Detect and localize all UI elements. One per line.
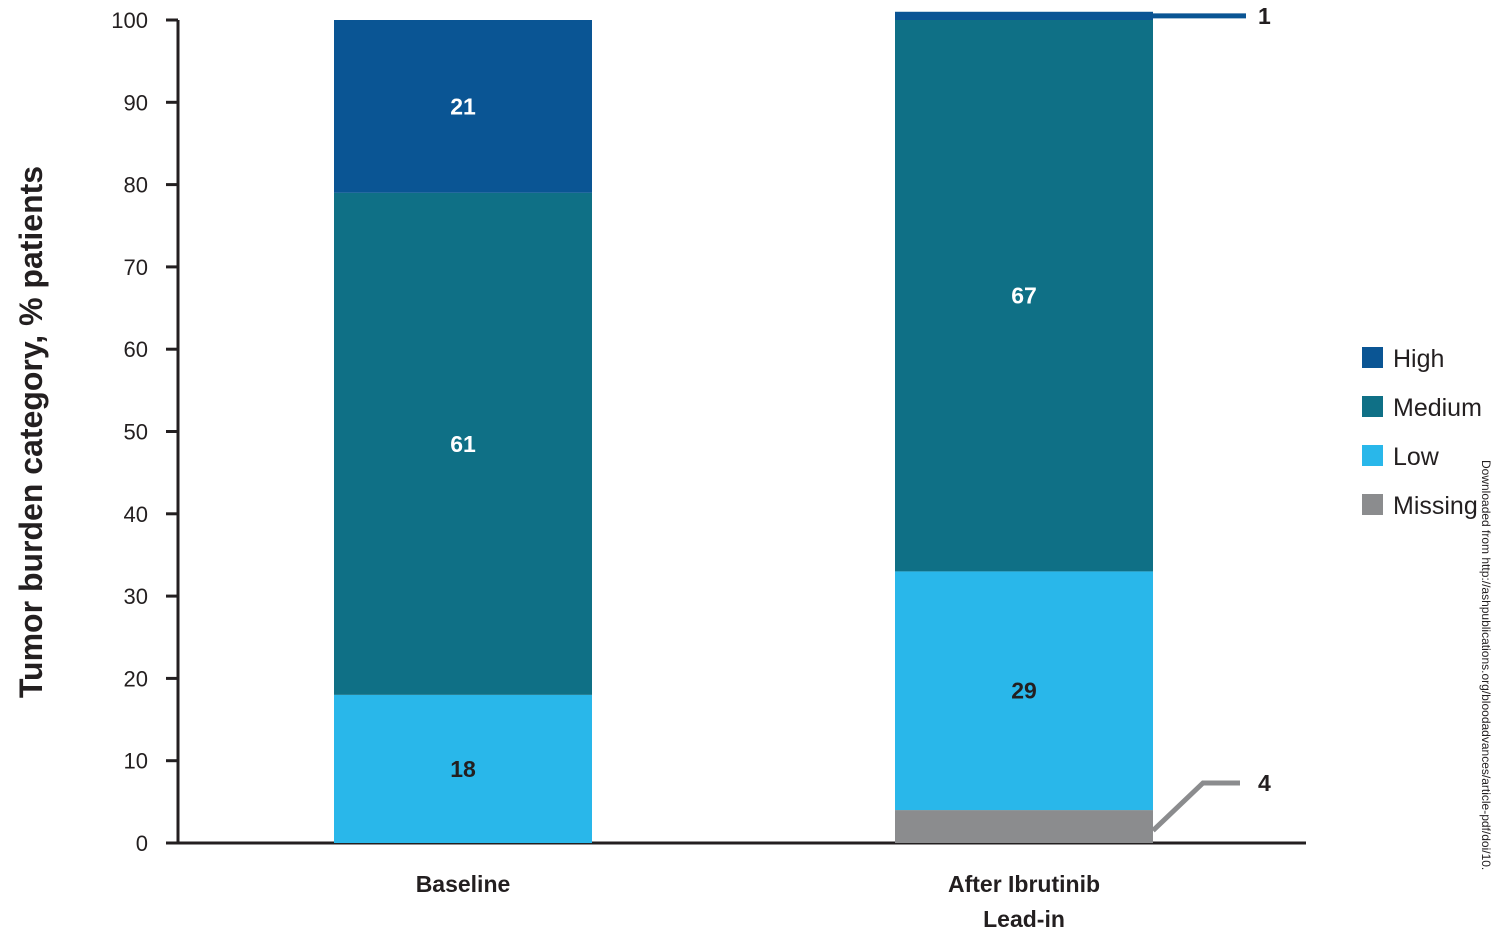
y-axis-label: Tumor burden category, % patients xyxy=(13,166,49,698)
y-tick-label-100: 100 xyxy=(111,8,148,33)
callout-label-high: 1 xyxy=(1258,3,1271,29)
segment-label-0-high: 21 xyxy=(450,93,476,119)
legend-label-low: Low xyxy=(1393,443,1440,471)
bar-0-high xyxy=(334,20,592,193)
bars xyxy=(334,11,1153,843)
legend-swatch-medium xyxy=(1362,396,1383,417)
callouts: 14 xyxy=(1151,3,1271,833)
legend-label-missing: Missing xyxy=(1393,492,1478,520)
y-tick-label-70: 70 xyxy=(124,255,148,280)
bar-1-missing xyxy=(895,810,1153,843)
category-label-1-line-1: Lead-in xyxy=(983,906,1065,932)
segment-label-1-medium: 67 xyxy=(1011,283,1037,309)
y-tick-label-50: 50 xyxy=(124,420,148,445)
y-tick-label-80: 80 xyxy=(124,173,148,198)
segment-label-1-low: 29 xyxy=(1011,678,1037,704)
y-tick-label-0: 0 xyxy=(136,831,148,856)
legend-label-high: High xyxy=(1393,345,1444,373)
bar-1-medium xyxy=(895,20,1153,572)
segment-label-0-medium: 61 xyxy=(450,431,476,457)
segment-labels: 18 61 21 29 67 xyxy=(450,93,1037,782)
y-tick-label-20: 20 xyxy=(124,666,148,691)
bar-1-low xyxy=(895,571,1153,811)
y-tick-label-10: 10 xyxy=(124,749,148,774)
callout-line-missing xyxy=(1151,780,1240,833)
y-tick-label-60: 60 xyxy=(124,337,148,362)
category-label-0-line-0: Baseline xyxy=(416,871,511,897)
side-note: Downloaded from http://ashpublications.o… xyxy=(1479,460,1493,870)
bar-1-high xyxy=(895,11,1153,20)
bar-0-low xyxy=(334,694,592,843)
legend-label-medium: Medium xyxy=(1393,394,1482,422)
legend-swatch-high xyxy=(1362,347,1383,368)
segment-label-0-low: 18 xyxy=(450,756,476,782)
bar-0-medium xyxy=(334,192,592,695)
category-label-1-line-0: After Ibrutinib xyxy=(948,871,1100,897)
legend-swatch-missing xyxy=(1362,494,1383,515)
y-tick-label-30: 30 xyxy=(124,584,148,609)
y-tick-label-90: 90 xyxy=(124,90,148,115)
y-tick-label-40: 40 xyxy=(124,502,148,527)
callout-label-missing: 4 xyxy=(1258,770,1271,796)
category-labels: Baseline After Ibrutinib Lead-in xyxy=(416,871,1100,932)
legend: High Medium Low Missing xyxy=(1362,345,1482,520)
legend-swatch-low xyxy=(1362,445,1383,466)
